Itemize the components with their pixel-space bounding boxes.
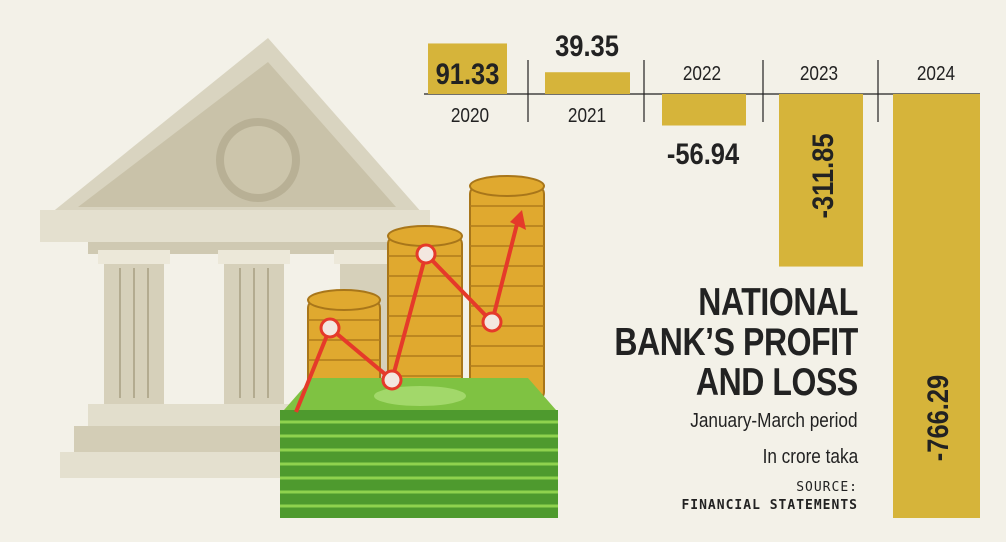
value-label-2022: -56.94	[667, 137, 740, 170]
source-name: FINANCIAL STATEMENTS	[681, 498, 858, 513]
value-label-2024: -766.29	[921, 375, 954, 461]
bar-2022	[662, 94, 746, 126]
title-line-2: BANK’S PROFIT	[614, 321, 859, 364]
bar-2021	[545, 72, 630, 94]
category-label-2024: 2024	[917, 62, 955, 85]
units-note: In crore taka	[762, 446, 858, 468]
category-label-2022: 2022	[683, 62, 721, 85]
bar-2023	[779, 94, 863, 267]
title-line-1: NATIONAL	[698, 281, 858, 324]
value-label-2023: -311.85	[806, 133, 839, 218]
title-line-3: AND LOSS	[696, 361, 858, 404]
period-note: January-March period	[690, 410, 858, 432]
trend-arrow-icon	[294, 210, 526, 413]
category-label-2023: 2023	[800, 62, 838, 85]
category-label-2020: 2020	[451, 104, 489, 127]
value-label-2020: 91.33	[436, 57, 500, 90]
cash-stack-icon	[280, 378, 558, 518]
bar-2020	[428, 43, 507, 94]
category-label-2021: 2021	[568, 104, 606, 127]
chart-title: NATIONAL BANK’S PROFIT AND LOSS	[614, 281, 859, 404]
bar-2024	[893, 94, 980, 518]
value-label-2021: 39.35	[555, 29, 619, 62]
source-label: SOURCE:	[796, 480, 858, 495]
